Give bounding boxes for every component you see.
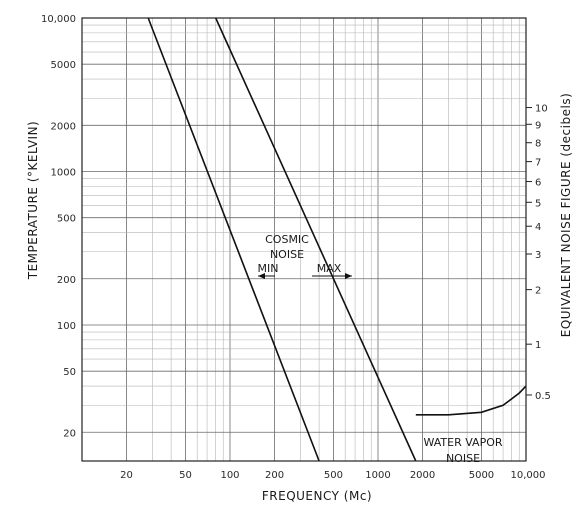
x-tick-label: 1000 (365, 470, 390, 481)
y-tick-label: 200 (57, 275, 76, 286)
series-line-max (214, 17, 417, 462)
y2-tick-label: 4 (535, 222, 541, 233)
y-axis-label: TEMPERATURE (°KELVIN) (26, 121, 40, 280)
y2-tick-label: 1 (535, 340, 541, 351)
y2-tick-labels: 0.5 1 2 3 4 5 6 7 8 9 10 (526, 104, 551, 402)
y2-tick-label: 2 (535, 286, 541, 297)
y2-axis-label: EQUIVALENT NOISE FIGURE (decibels) (559, 93, 573, 338)
y-tick-labels: 20 50 100 200 500 1000 2000 5000 10,000 (41, 14, 76, 439)
y-tick-label: 2000 (51, 121, 76, 132)
x-axis-label: FREQUENCY (Mc) (262, 489, 372, 503)
x-tick-label: 500 (324, 470, 343, 481)
max-label: MAX (317, 262, 342, 275)
x-tick-label: 20 (120, 470, 133, 481)
water-vapor-label: WATER VAPOR (423, 436, 502, 449)
x-tick-label: 200 (265, 470, 284, 481)
series-group (147, 17, 527, 462)
y2-tick-label: 9 (535, 120, 541, 131)
y2-tick-label: 0.5 (535, 391, 551, 402)
series-line-min (147, 17, 320, 462)
noise-label: NOISE (270, 248, 304, 261)
max-arrow (312, 273, 352, 279)
grid (82, 18, 526, 461)
y-tick-label: 1000 (51, 167, 76, 178)
y-tick-label: 50 (63, 367, 76, 378)
plot-frame (81, 17, 527, 462)
y2-tick-label: 8 (535, 139, 541, 150)
cosmic-label: COSMIC (265, 233, 309, 246)
x-tick-labels: 20 50 100 200 500 1000 2000 5000 10,000 (120, 470, 545, 481)
y-tick-label: 100 (57, 321, 76, 332)
x-tick-label: 10,000 (511, 470, 546, 481)
series-line-water-vapor-noise (415, 385, 527, 416)
x-tick-label: 2000 (410, 470, 435, 481)
x-tick-label: 100 (220, 470, 239, 481)
y-tick-label: 10,000 (41, 14, 76, 25)
y-tick-label: 5000 (51, 60, 76, 71)
y-tick-label: 20 (63, 428, 76, 439)
x-tick-label: 50 (179, 470, 192, 481)
y2-tick-label: 3 (535, 250, 541, 261)
y2-tick-label: 10 (535, 104, 548, 115)
min-label: MIN (258, 262, 279, 275)
y2-tick-label: 6 (535, 178, 541, 189)
y2-tick-label: 5 (535, 198, 541, 209)
y-tick-label: 500 (57, 214, 76, 225)
water-vapor-noise-label: NOISE (446, 452, 480, 465)
y2-tick-label: 7 (535, 158, 541, 169)
x-tick-label: 5000 (469, 470, 494, 481)
min-arrow (258, 273, 275, 279)
